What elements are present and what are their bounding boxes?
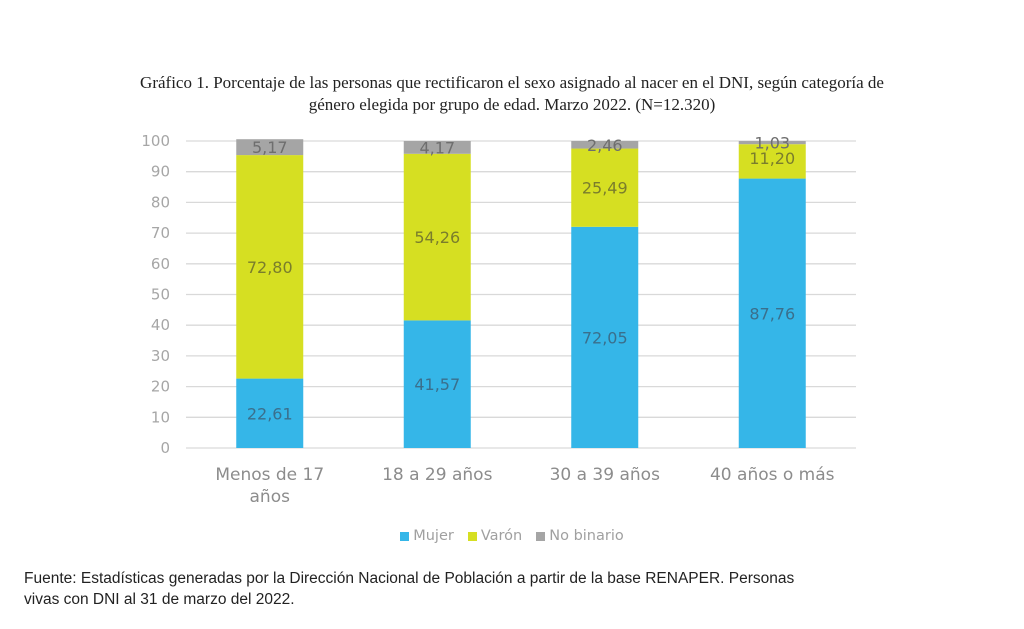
bar-segment-no-binario xyxy=(236,139,304,156)
bar-segment-no-binario xyxy=(403,141,471,154)
legend-swatch-varon xyxy=(467,531,477,541)
legend-item-no-binario: No binario xyxy=(536,528,624,544)
data-label-varon: 11,20 xyxy=(749,149,795,168)
data-label-varon: 54,26 xyxy=(414,228,460,247)
y-tick-label: 10 xyxy=(151,408,170,426)
data-label-no-binario: 5,17 xyxy=(252,138,288,157)
source-note: Fuente: Estadísticas generadas por la Di… xyxy=(24,568,984,610)
bar-segment-no-binario xyxy=(738,141,806,145)
data-labels: 22,61 72,80 5,17 41,57 54,26 4,17 72,05 25,49 2,… xyxy=(247,134,795,424)
y-tick-label: 60 xyxy=(151,255,170,273)
legend-swatch-no-binario xyxy=(536,531,546,541)
bar-segment-mujer xyxy=(403,320,471,448)
data-label-no-binario: 2,46 xyxy=(587,136,623,155)
legend-label-mujer: Mujer xyxy=(413,528,454,544)
x-category-label: 40 años o más xyxy=(710,465,835,485)
legend-label-varon: Varón xyxy=(480,528,523,544)
x-category-label: 18 a 29 años xyxy=(382,465,492,485)
x-category-label: 30 a 39 años xyxy=(550,465,660,485)
y-tick-label: 30 xyxy=(151,347,170,365)
legend-item-varon: Varón xyxy=(467,528,523,544)
legend-item-mujer: Mujer xyxy=(400,528,454,544)
bar-segment-no-binario xyxy=(571,141,639,149)
chart-title-line-1: Gráfico 1. Porcentaje de las personas qu… xyxy=(140,73,884,92)
bar-segment-varon xyxy=(571,148,639,227)
source-line-1: Fuente: Estadísticas generadas por la Di… xyxy=(24,570,795,587)
data-label-mujer: 87,76 xyxy=(749,304,795,323)
x-category-label: Menos de 17 xyxy=(215,465,324,485)
y-tick-label: 50 xyxy=(151,286,170,304)
y-tick-label: 20 xyxy=(151,378,170,396)
bar-segment-varon xyxy=(738,144,806,179)
x-category-label: años xyxy=(250,487,291,507)
legend-swatch-mujer xyxy=(400,531,410,541)
bar-segment-varon xyxy=(236,155,304,379)
y-tick-label: 40 xyxy=(151,316,170,334)
y-tick-label: 100 xyxy=(141,132,170,150)
bar-segment-mujer xyxy=(571,226,639,448)
y-tick-label: 90 xyxy=(151,163,170,181)
source-line-2: vivas con DNI al 31 de marzo del 2022. xyxy=(24,591,295,608)
data-label-no-binario: 1,03 xyxy=(754,134,790,153)
chart-title: Gráfico 1. Porcentaje de las personas qu… xyxy=(20,72,1004,116)
data-label-varon: 72,80 xyxy=(247,258,293,277)
data-label-mujer: 41,57 xyxy=(414,375,460,394)
chart-title-line-2: género elegida por grupo de edad. Marzo … xyxy=(308,95,716,114)
bar-segment-mujer xyxy=(236,378,304,448)
bar-segment-varon xyxy=(403,153,471,321)
bars xyxy=(236,139,806,449)
y-tick-label: 70 xyxy=(151,224,170,242)
y-tick-label: 80 xyxy=(151,193,170,211)
legend: Mujer Varón No binario xyxy=(0,528,1024,544)
data-label-no-binario: 4,17 xyxy=(419,138,455,157)
data-label-mujer: 22,61 xyxy=(247,404,293,423)
y-tick-label: 0 xyxy=(160,439,170,457)
data-label-varon: 25,49 xyxy=(582,179,628,198)
y-axis-ticks: 0 10 20 30 40 50 60 70 80 90 100 xyxy=(141,132,170,457)
data-label-mujer: 72,05 xyxy=(582,328,628,347)
bar-segment-mujer xyxy=(738,178,806,449)
legend-label-no-binario: No binario xyxy=(549,528,624,544)
